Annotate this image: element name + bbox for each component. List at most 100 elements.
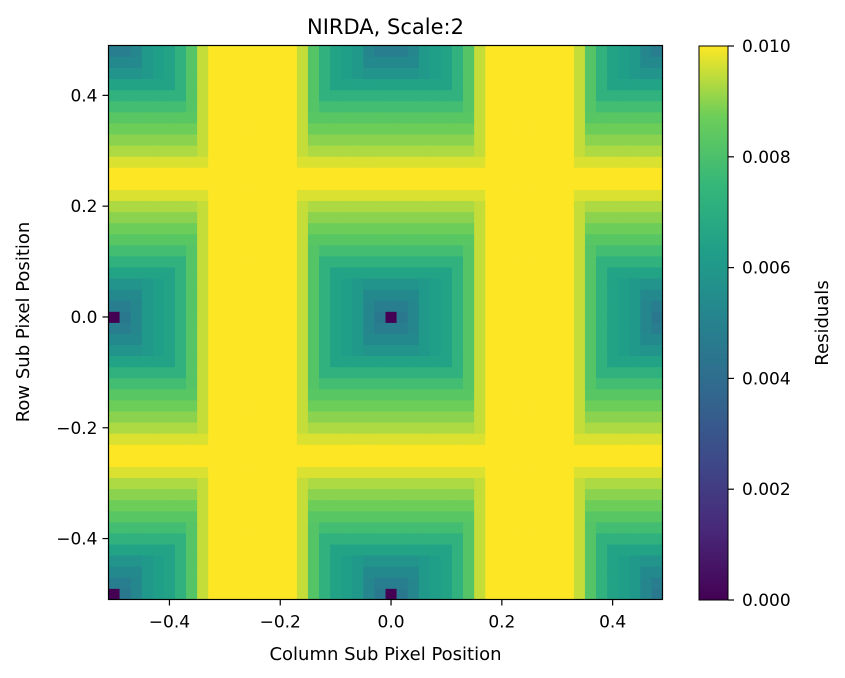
heatmap-cell xyxy=(463,355,475,368)
heatmap-cell xyxy=(496,422,508,434)
heatmap-cell xyxy=(230,211,242,224)
heatmap-cell xyxy=(141,566,154,578)
colorbar-tick-label: 0.000 xyxy=(742,591,791,611)
heatmap-cell xyxy=(573,377,586,390)
heatmap-cell xyxy=(119,433,132,445)
heatmap-cell xyxy=(540,289,553,301)
heatmap-cell xyxy=(507,344,519,357)
heatmap-cell xyxy=(307,444,320,456)
heatmap-cell xyxy=(163,400,176,412)
heatmap-cell xyxy=(651,289,663,301)
heatmap-cell xyxy=(440,278,453,290)
heatmap-cell xyxy=(197,256,209,268)
heatmap-cell xyxy=(108,488,120,501)
heatmap-cell xyxy=(485,422,497,434)
heatmap-cell xyxy=(618,377,630,390)
heatmap-cell xyxy=(274,333,287,346)
heatmap-cell xyxy=(274,366,287,379)
heatmap-cell xyxy=(396,566,409,578)
heatmap-cell xyxy=(208,67,220,80)
heatmap-cell xyxy=(485,555,497,567)
heatmap-cell xyxy=(363,322,375,334)
heatmap-cell xyxy=(529,433,542,445)
heatmap-cell xyxy=(352,377,364,390)
heatmap-cell xyxy=(385,222,397,235)
heatmap-cell xyxy=(507,366,519,379)
heatmap-cell xyxy=(285,466,298,479)
heatmap-cell xyxy=(440,555,453,567)
heatmap-cell xyxy=(507,488,519,501)
heatmap-cell xyxy=(285,123,298,135)
heatmap-cell xyxy=(540,566,553,578)
heatmap-cell xyxy=(285,222,298,235)
heatmap-cell xyxy=(252,577,265,589)
heatmap-cell xyxy=(174,533,187,545)
heatmap-cell xyxy=(296,488,309,501)
heatmap-cell xyxy=(573,411,586,423)
heatmap-cell xyxy=(108,466,120,479)
heatmap-cell xyxy=(341,189,353,202)
heatmap-cell xyxy=(518,156,530,168)
heatmap-cell xyxy=(607,499,619,512)
heatmap-cell xyxy=(607,289,619,301)
heatmap-cell xyxy=(385,178,397,190)
heatmap-cell xyxy=(618,521,630,534)
heatmap-cell xyxy=(629,422,641,434)
heatmap-cell xyxy=(197,544,209,556)
heatmap-cell xyxy=(507,222,519,235)
heatmap-cell xyxy=(374,488,386,501)
heatmap-cell xyxy=(341,100,353,113)
heatmap-cell xyxy=(241,344,253,357)
heatmap-cell xyxy=(108,411,120,423)
heatmap-cell xyxy=(573,100,586,113)
heatmap-cell xyxy=(440,344,453,357)
heatmap-cell xyxy=(208,167,220,179)
heatmap-cell xyxy=(429,311,442,323)
heatmap-cell xyxy=(230,256,242,268)
heatmap-cell xyxy=(197,488,209,501)
heatmap-cell xyxy=(651,366,663,379)
heatmap-cell xyxy=(507,78,519,91)
heatmap-cell xyxy=(518,67,530,80)
heatmap-cell xyxy=(163,388,176,401)
heatmap-cell xyxy=(163,466,176,479)
heatmap-cell xyxy=(285,433,298,445)
heatmap-cell xyxy=(551,123,564,135)
heatmap-cell xyxy=(651,555,663,567)
heatmap-cell xyxy=(596,422,608,434)
heatmap-cell xyxy=(529,89,542,102)
heatmap-cell xyxy=(540,233,553,246)
heatmap-cell xyxy=(274,466,287,479)
heatmap-cell xyxy=(607,211,619,224)
heatmap-cell xyxy=(241,566,253,578)
heatmap-cell xyxy=(451,577,464,589)
heatmap-cell xyxy=(429,244,442,257)
heatmap-cell xyxy=(551,333,564,346)
heatmap-cell xyxy=(396,400,409,412)
heatmap-cell xyxy=(463,100,475,113)
heatmap-cell xyxy=(141,267,154,279)
heatmap-cell xyxy=(363,555,375,567)
heatmap-cell xyxy=(440,78,453,91)
heatmap-cell xyxy=(573,78,586,91)
heatmap-cell xyxy=(219,111,231,124)
heatmap-cell xyxy=(152,311,165,323)
heatmap-cell xyxy=(219,388,231,401)
heatmap-cell xyxy=(429,333,442,346)
heatmap-cell xyxy=(152,333,165,346)
heatmap-cell xyxy=(296,167,309,179)
heatmap-cell xyxy=(651,488,663,501)
heatmap-cell xyxy=(551,566,564,578)
heatmap-cell xyxy=(485,200,497,213)
heatmap-cell xyxy=(163,222,176,235)
heatmap-cell xyxy=(418,89,431,102)
heatmap-cell xyxy=(607,123,619,135)
heatmap-cell xyxy=(285,278,298,290)
heatmap-cell xyxy=(374,322,386,334)
heatmap-cell xyxy=(573,56,586,69)
heatmap-cell xyxy=(263,477,276,490)
heatmap-cell xyxy=(197,123,209,135)
heatmap-cell xyxy=(141,444,154,456)
heatmap-cell xyxy=(307,100,320,113)
heatmap-cell xyxy=(618,333,630,346)
